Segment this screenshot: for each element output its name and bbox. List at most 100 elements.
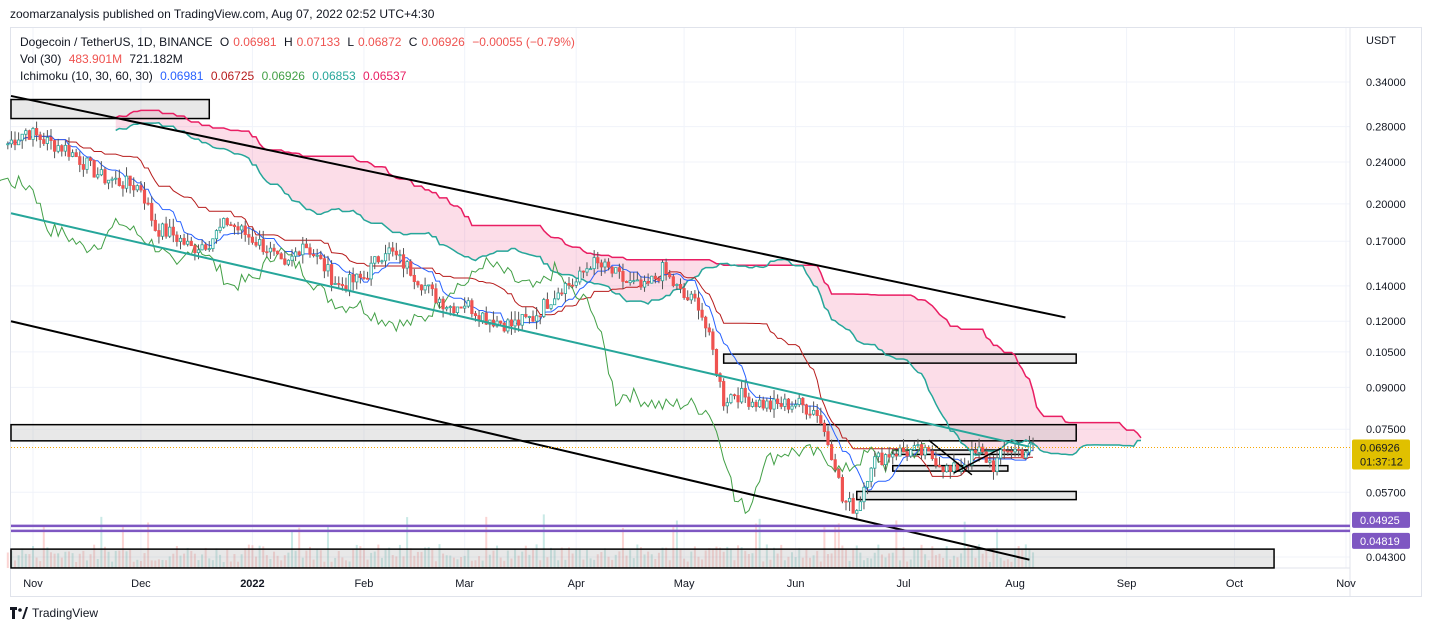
volume-bar — [855, 545, 858, 568]
zone-057 — [856, 490, 1077, 501]
candle-body — [85, 157, 89, 170]
candle-body — [524, 314, 528, 317]
candle-body — [106, 179, 111, 184]
volume-bar — [377, 544, 380, 568]
candle-body — [808, 413, 812, 416]
volume-bar — [499, 557, 502, 568]
candle-body — [139, 185, 143, 191]
x-tick-label: May — [674, 578, 695, 590]
volume-bar — [852, 549, 855, 568]
volume-bar — [567, 547, 570, 568]
volume-bar — [391, 555, 394, 568]
candle-body — [459, 306, 463, 309]
volume-bar — [308, 546, 311, 568]
volume-bar — [143, 553, 146, 568]
candle-body — [276, 250, 280, 255]
vol-ma-value: 721.182M — [129, 52, 183, 66]
vol-label: Vol (30) — [20, 52, 62, 66]
volume-bar — [805, 549, 808, 568]
volume-bar — [693, 546, 696, 568]
volume-bar — [535, 544, 538, 568]
x-tick-label: Dec — [131, 578, 151, 590]
candle-body — [517, 319, 521, 326]
volume-bar — [733, 560, 736, 568]
volume-bar — [614, 554, 617, 568]
candle-body — [916, 444, 920, 447]
candle-body — [999, 449, 1003, 459]
volume-bar — [898, 560, 901, 568]
volume-bar — [6, 552, 9, 568]
candle-body — [729, 394, 733, 404]
candle-body — [837, 468, 841, 478]
volume-bar — [280, 560, 283, 568]
candle-body — [6, 143, 10, 146]
kijun-line — [7, 135, 1034, 477]
volume-bar — [424, 547, 427, 568]
volume-bar — [341, 557, 344, 568]
volume-bar — [312, 559, 315, 568]
volume-bar — [168, 556, 171, 568]
candle-body — [297, 251, 301, 256]
volume-bar — [521, 551, 524, 568]
volume-bar — [607, 556, 610, 568]
volume-bar — [913, 549, 916, 568]
volume-bar — [67, 551, 70, 568]
chart-frame[interactable] — [10, 27, 1422, 597]
candle-body — [419, 284, 424, 291]
candle-body — [376, 256, 380, 263]
volume-bar — [344, 560, 347, 568]
candle-body — [909, 449, 913, 457]
candle-body — [873, 456, 877, 469]
candle-body — [786, 398, 791, 410]
candle-body — [186, 240, 190, 245]
candle-body — [812, 409, 816, 415]
candle-body — [92, 160, 96, 178]
candle-body — [132, 185, 136, 191]
candle-body — [898, 447, 902, 457]
volume-bar — [625, 555, 628, 568]
y-tick-label: 0.34000 — [1366, 77, 1406, 89]
symbol-label: Dogecoin / TetherUS, 1D, BINANCE — [20, 35, 213, 49]
volume-bar — [920, 544, 923, 568]
candle-body — [707, 327, 711, 333]
volume-bar — [258, 545, 261, 568]
candle-body — [484, 312, 488, 325]
candle-body — [732, 394, 737, 397]
candle-body — [747, 396, 751, 407]
candle-body — [628, 280, 632, 284]
volume-bar — [222, 561, 225, 568]
volume-bar — [999, 557, 1002, 568]
volume-bar — [603, 548, 606, 568]
candle-body — [819, 415, 823, 424]
volume-bar — [380, 557, 383, 568]
candle-body — [272, 247, 276, 252]
candle-body — [128, 175, 132, 186]
volume-bar — [952, 555, 955, 568]
volume-bar — [39, 561, 42, 568]
publisher-line: zoomarzanalysis published on TradingView… — [10, 7, 435, 21]
countdown-value: 01:37:12 — [1360, 457, 1403, 469]
volume-bar — [201, 554, 204, 568]
candle-body — [635, 279, 639, 282]
candle-body — [337, 283, 341, 285]
volume-bar — [420, 551, 423, 568]
volume-bar — [956, 557, 959, 568]
candle-body — [207, 248, 211, 251]
candle-body — [60, 145, 64, 152]
y-tick-label: 0.20000 — [1366, 199, 1406, 211]
candle-body — [448, 306, 452, 309]
volume-bar — [949, 559, 952, 568]
volume-bar — [211, 560, 214, 568]
volume-bar — [675, 520, 678, 568]
volume-bar — [870, 558, 873, 568]
volume-bar — [71, 553, 74, 568]
candle-body — [365, 277, 370, 280]
candle-body — [117, 177, 121, 186]
volume-bar — [978, 544, 981, 568]
candle-body — [880, 452, 884, 466]
volume-bar — [942, 557, 945, 568]
candle-body — [38, 134, 42, 140]
volume-bar — [165, 560, 168, 568]
change-value: −0.00055 (−0.79%) — [472, 35, 575, 49]
